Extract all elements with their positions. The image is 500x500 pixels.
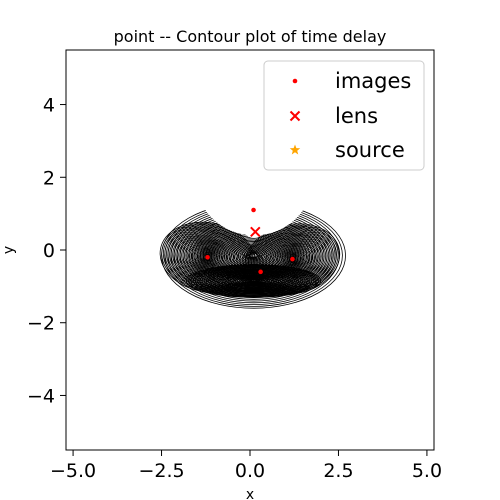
contour-ring-right bbox=[280, 250, 305, 268]
contour-ring-left bbox=[200, 251, 215, 263]
images-marker bbox=[258, 269, 263, 275]
contour-ring-bottom bbox=[208, 269, 300, 293]
contour-ring-bottom bbox=[238, 276, 269, 285]
contour-ring-bottom bbox=[214, 271, 293, 291]
legend-lens-label: lens bbox=[335, 104, 378, 128]
contour-ring-left bbox=[173, 232, 242, 283]
images-marker bbox=[205, 254, 210, 260]
y-tick-label: 2 bbox=[43, 167, 55, 189]
contour-ring-bottom bbox=[216, 271, 291, 291]
contour-ring-left bbox=[201, 252, 214, 263]
contour-ring-left bbox=[182, 238, 233, 276]
contour-ring-bottom bbox=[218, 272, 289, 290]
contour-ring-left bbox=[202, 253, 213, 262]
y-axis-ticks: −4 −2 0 2 4 bbox=[27, 95, 66, 407]
contour-ring-bottom bbox=[210, 270, 297, 292]
contour-ring-left bbox=[199, 250, 216, 264]
contour-ring-bottom bbox=[190, 265, 317, 297]
contour-ring-bottom bbox=[197, 266, 310, 295]
contour-ring-left bbox=[195, 248, 220, 267]
images-marker bbox=[251, 207, 256, 213]
contour-ring-left bbox=[178, 235, 237, 279]
x-tick-label: −2.5 bbox=[138, 460, 184, 482]
contour-ring-bottom bbox=[188, 264, 319, 298]
contour-ring-left bbox=[192, 245, 224, 269]
contour-ring-bottom bbox=[201, 267, 306, 294]
contour-ring-left bbox=[176, 234, 239, 281]
contour-ring-left bbox=[203, 253, 212, 261]
contour-ring-bottom bbox=[194, 266, 313, 296]
data-markers bbox=[205, 207, 295, 275]
y-tick-label: 0 bbox=[43, 240, 55, 262]
contour-ring-left bbox=[190, 244, 225, 270]
contour-ring-bottom bbox=[233, 275, 274, 287]
y-tick-label: −4 bbox=[27, 385, 55, 407]
legend-lens-marker bbox=[289, 110, 301, 122]
contour-ring-bottom bbox=[192, 265, 315, 297]
contour-ring-bottom bbox=[205, 269, 302, 293]
contour-ring-right bbox=[286, 254, 299, 264]
contour-ring-bottom bbox=[231, 275, 276, 287]
legend-frame bbox=[263, 60, 425, 171]
contour-ring-bottom bbox=[235, 276, 272, 286]
contour-ring-right bbox=[288, 256, 297, 262]
contour-ring-bottom bbox=[222, 273, 285, 289]
images-marker bbox=[290, 256, 295, 262]
contour-ring-bottom bbox=[199, 267, 308, 295]
legend: images lens source bbox=[263, 60, 425, 171]
x-axis-label: x bbox=[246, 487, 254, 500]
contour-ring-left bbox=[194, 247, 221, 267]
lens-marker bbox=[250, 226, 261, 238]
contour-ring-bottom bbox=[203, 268, 304, 294]
legend-source-label: source bbox=[335, 138, 405, 162]
legend-source-marker bbox=[289, 144, 301, 155]
chart-title: point -- Contour plot of time delay bbox=[114, 27, 387, 46]
contour-ring-bottom bbox=[212, 270, 295, 292]
x-tick-label: 0.0 bbox=[235, 460, 265, 482]
contour-ring-bottom bbox=[224, 273, 283, 289]
contour-ring-bottom bbox=[185, 264, 322, 298]
contour-ring-right bbox=[267, 240, 318, 278]
x-tick-label: 5.0 bbox=[412, 460, 442, 482]
contour-ring-right bbox=[285, 253, 300, 265]
contour-ring-right bbox=[284, 252, 301, 266]
contour-ring-right bbox=[287, 255, 298, 264]
y-axis-label: y bbox=[1, 246, 17, 254]
contour-ring-right bbox=[282, 251, 302, 267]
x-tick-label: 2.5 bbox=[323, 460, 353, 482]
x-tick-label: −5.0 bbox=[50, 460, 96, 482]
y-tick-label: 4 bbox=[43, 95, 55, 117]
contour-ring-bottom bbox=[236, 276, 271, 286]
contour-ring-bottom bbox=[220, 272, 287, 290]
legend-images-label: images bbox=[335, 69, 411, 93]
contour-ring-left bbox=[196, 249, 219, 266]
contour-ring-bottom bbox=[228, 274, 280, 288]
contour-ring-right bbox=[288, 255, 297, 263]
contour-ring-left bbox=[172, 231, 243, 284]
contour-ring-left bbox=[203, 254, 212, 261]
contour-ring-left bbox=[175, 233, 240, 282]
contour-ring-bottom bbox=[229, 274, 278, 287]
contour-ring-left bbox=[193, 246, 222, 268]
x-axis-ticks: −5.0 −2.5 0.0 2.5 5.0 bbox=[50, 450, 442, 482]
legend-images-marker bbox=[292, 78, 298, 84]
contour-ring-right bbox=[281, 251, 304, 268]
contour-ring-bottom bbox=[226, 273, 281, 288]
y-tick-label: −2 bbox=[27, 313, 55, 335]
contour-ring-left bbox=[198, 250, 218, 265]
